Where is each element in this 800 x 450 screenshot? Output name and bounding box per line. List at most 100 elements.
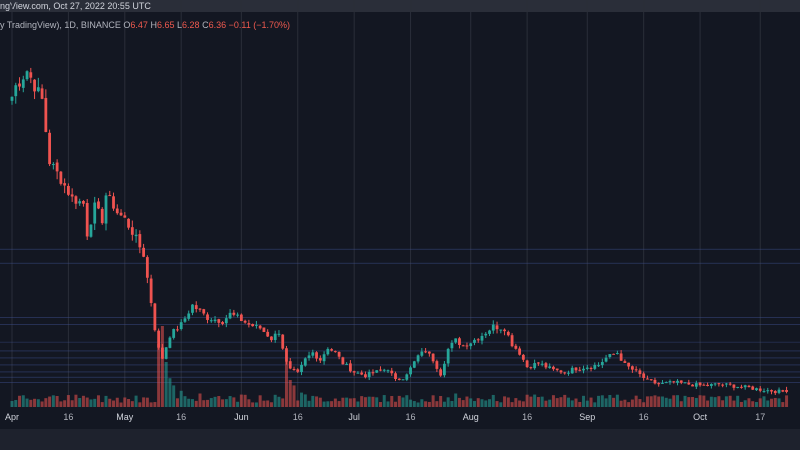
volume-bar-131 xyxy=(503,396,507,407)
candle-body-154 xyxy=(589,367,593,369)
candle-body-198 xyxy=(755,388,758,391)
volume-bar-181 xyxy=(691,397,695,407)
candle-body-118 xyxy=(454,338,458,343)
candle-body-55 xyxy=(217,319,221,323)
close-label: C xyxy=(202,20,209,30)
volume-bar-21 xyxy=(89,399,93,407)
candle-body-37 xyxy=(149,278,153,303)
volume-bar-74 xyxy=(288,380,292,407)
volume-bar-140 xyxy=(536,397,540,407)
candle-body-112 xyxy=(431,353,435,362)
x-tick-label-4: Jun xyxy=(234,412,249,422)
candle-body-79 xyxy=(307,355,311,358)
volume-bar-2 xyxy=(18,395,22,407)
candle-body-129 xyxy=(495,325,499,330)
candle-body-63 xyxy=(247,323,251,325)
volume-bar-55 xyxy=(217,396,221,407)
candle-body-4 xyxy=(25,71,29,80)
candle-body-109 xyxy=(420,351,424,356)
candle-body-186 xyxy=(709,384,713,386)
volume-bar-119 xyxy=(457,397,461,407)
volume-bar-4 xyxy=(25,398,29,407)
volume-bar-195 xyxy=(743,400,747,407)
volume-bar-16 xyxy=(70,400,74,407)
symbol-ohlc-legend: y TradingView), 1D, BINANCE O6.47 H6.65 … xyxy=(0,20,290,30)
candle-body-159 xyxy=(608,354,612,357)
candle-body-195 xyxy=(743,385,747,388)
candle-body-32 xyxy=(130,227,134,235)
candle-body-25 xyxy=(104,195,108,224)
candle-body-202 xyxy=(770,390,773,392)
volume-bar-163 xyxy=(623,399,627,407)
candle-body-165 xyxy=(631,366,634,370)
watermark-text: ngView.com, Oct 27, 2022 20:55 UTC xyxy=(0,1,151,11)
volume-bar-135 xyxy=(518,400,522,407)
volume-bar-159 xyxy=(608,394,612,407)
volume-bar-84 xyxy=(326,401,330,407)
volume-bar-61 xyxy=(239,394,243,407)
volume-bar-167 xyxy=(638,399,642,407)
candle-body-189 xyxy=(721,384,725,386)
volume-bar-155 xyxy=(593,402,597,407)
candle-body-135 xyxy=(518,348,521,355)
candle-body-199 xyxy=(758,388,762,391)
candle-body-2 xyxy=(18,83,21,87)
candle-body-31 xyxy=(127,218,130,228)
volume-bar-68 xyxy=(266,400,270,407)
volume-bar-66 xyxy=(258,395,262,407)
candle-body-52 xyxy=(206,314,209,320)
candle-body-138 xyxy=(529,367,533,369)
candle-body-34 xyxy=(138,234,142,248)
volume-bar-52 xyxy=(206,399,210,407)
volume-bar-172 xyxy=(657,396,661,407)
candle-body-10 xyxy=(48,132,51,165)
candle-body-71 xyxy=(277,333,281,335)
volume-bar-81 xyxy=(315,396,319,407)
volume-bar-171 xyxy=(653,395,657,407)
candle-body-43 xyxy=(172,329,176,338)
volume-bar-153 xyxy=(585,400,589,407)
candle-body-85 xyxy=(330,349,333,351)
volume-bar-65 xyxy=(254,402,258,407)
volume-bar-46 xyxy=(183,396,187,407)
candle-body-157 xyxy=(600,362,604,366)
candle-body-29 xyxy=(119,212,123,216)
volume-bar-147 xyxy=(563,394,567,407)
candle-body-93 xyxy=(360,372,364,375)
candle-body-167 xyxy=(638,370,642,375)
candle-body-44 xyxy=(176,329,179,331)
volume-bar-83 xyxy=(322,401,326,407)
candle-body-172 xyxy=(657,383,661,385)
candle-body-124 xyxy=(476,339,480,341)
volume-bar-156 xyxy=(597,395,601,407)
candle-body-73 xyxy=(285,348,288,362)
candle-body-77 xyxy=(300,364,303,372)
candle-body-75 xyxy=(292,368,296,370)
volume-bar-87 xyxy=(337,401,341,407)
volume-bar-198 xyxy=(754,402,758,407)
volume-bar-111 xyxy=(427,401,431,407)
volume-bar-23 xyxy=(96,395,100,407)
volume-bar-51 xyxy=(202,400,206,407)
candle-body-140 xyxy=(537,362,540,364)
volume-bar-98 xyxy=(378,402,382,407)
volume-bar-97 xyxy=(375,397,379,407)
candle-body-89 xyxy=(345,363,349,365)
candle-body-120 xyxy=(461,345,465,347)
candle-body-123 xyxy=(473,339,476,343)
volume-bar-77 xyxy=(300,392,304,407)
volume-bar-5 xyxy=(29,399,33,407)
candle-body-105 xyxy=(405,374,409,380)
candle-body-70 xyxy=(273,333,277,341)
volume-bar-152 xyxy=(582,395,586,407)
x-tick-label-10: Sep xyxy=(579,412,596,422)
volume-bar-142 xyxy=(544,400,548,407)
candle-body-132 xyxy=(506,331,510,336)
candle-body-188 xyxy=(717,383,721,385)
volume-bar-143 xyxy=(548,399,552,407)
candle-body-46 xyxy=(183,318,187,322)
volume-bar-165 xyxy=(630,399,634,407)
volume-bar-42 xyxy=(168,378,172,407)
time-axis[interactable] xyxy=(0,407,800,429)
